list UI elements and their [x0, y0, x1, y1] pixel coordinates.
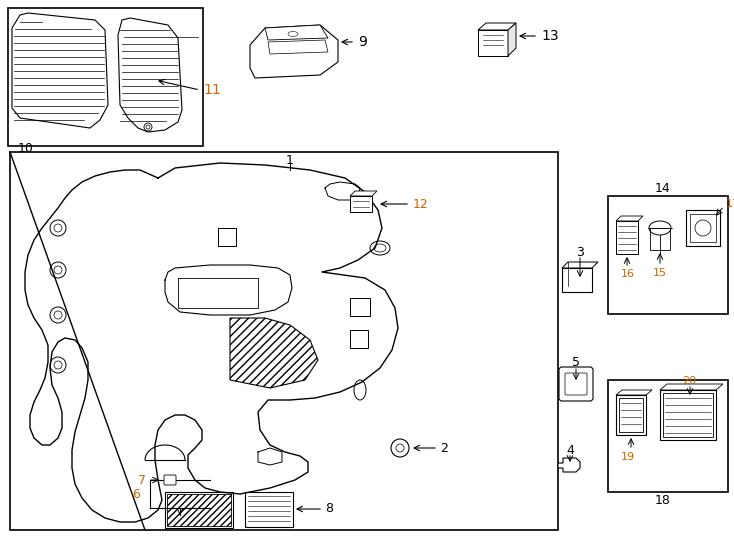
Bar: [350, 330, 368, 348]
Text: 13: 13: [541, 29, 559, 43]
Polygon shape: [616, 221, 638, 254]
Bar: [245, 492, 293, 527]
Bar: [10, 152, 558, 530]
Text: 1: 1: [286, 153, 294, 166]
Polygon shape: [265, 25, 328, 40]
Bar: [165, 492, 233, 528]
Polygon shape: [250, 25, 338, 78]
Text: 6: 6: [132, 488, 140, 501]
Bar: [8, 8, 203, 146]
Text: 16: 16: [621, 269, 635, 279]
Polygon shape: [616, 216, 643, 221]
Text: 2: 2: [440, 442, 448, 455]
FancyBboxPatch shape: [164, 475, 176, 485]
Bar: [660, 390, 716, 440]
Text: 9: 9: [358, 35, 367, 49]
Text: 10: 10: [18, 141, 34, 154]
Bar: [616, 395, 646, 435]
Polygon shape: [660, 384, 723, 390]
Text: 8: 8: [325, 503, 333, 516]
Bar: [686, 210, 720, 246]
Text: 4: 4: [566, 443, 574, 456]
Text: 3: 3: [576, 246, 584, 259]
Polygon shape: [558, 458, 580, 472]
Text: 18: 18: [655, 494, 671, 507]
Bar: [608, 196, 728, 314]
Bar: [690, 214, 716, 242]
Polygon shape: [350, 196, 372, 212]
Text: 5: 5: [572, 356, 580, 369]
Bar: [167, 494, 231, 526]
Text: 14: 14: [655, 181, 671, 194]
Bar: [608, 380, 728, 492]
Bar: [350, 298, 370, 316]
FancyBboxPatch shape: [559, 367, 593, 401]
Text: 17: 17: [726, 199, 734, 209]
Polygon shape: [562, 262, 598, 268]
Polygon shape: [478, 30, 508, 56]
Text: 7: 7: [138, 474, 146, 487]
Text: 12: 12: [413, 198, 429, 211]
Polygon shape: [508, 23, 516, 56]
Bar: [619, 398, 643, 432]
Text: 11: 11: [203, 83, 221, 97]
Polygon shape: [478, 23, 516, 30]
Ellipse shape: [649, 221, 671, 235]
Bar: [663, 393, 713, 437]
Text: 19: 19: [621, 452, 635, 462]
Polygon shape: [350, 191, 377, 196]
Polygon shape: [616, 390, 652, 395]
Bar: [650, 228, 670, 250]
Text: 15: 15: [653, 268, 667, 278]
Bar: [218, 228, 236, 246]
Polygon shape: [562, 268, 592, 292]
Text: 20: 20: [682, 376, 696, 386]
